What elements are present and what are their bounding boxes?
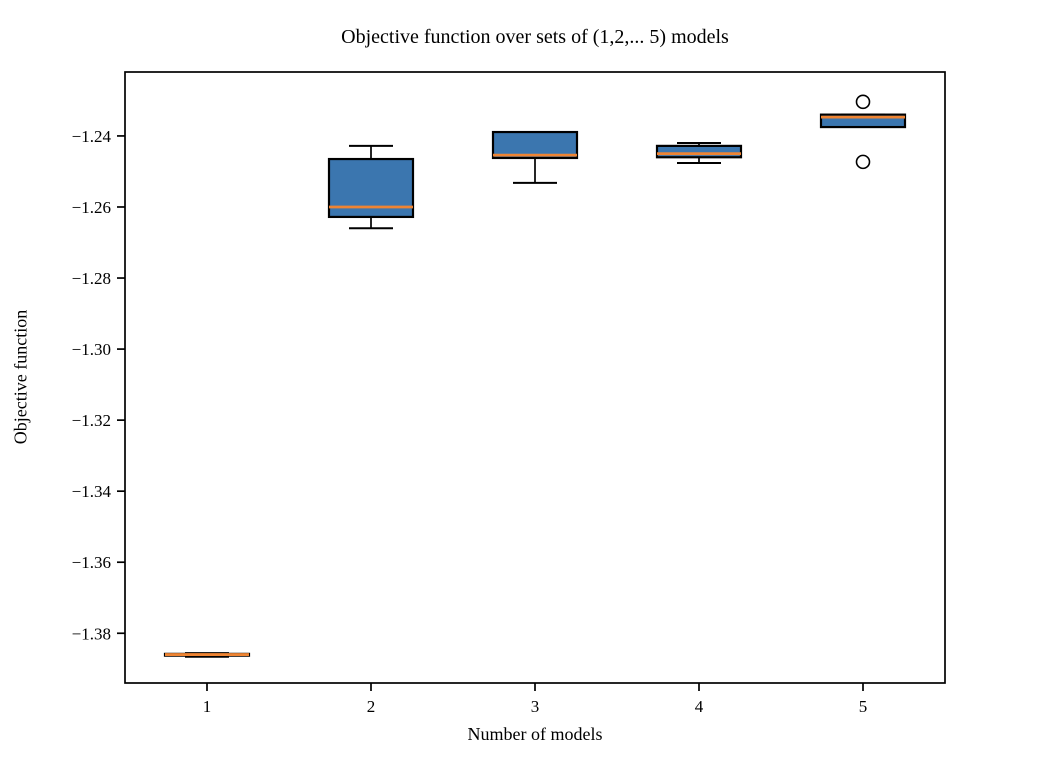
y-tick-label: −1.28 <box>72 269 111 288</box>
flier-point <box>855 94 871 110</box>
y-tick-label: −1.38 <box>72 624 111 643</box>
x-tick-label: 5 <box>859 697 868 716</box>
x-tick-label: 2 <box>367 697 376 716</box>
y-tick-label: −1.32 <box>72 411 111 430</box>
y-tick-label: −1.26 <box>72 198 111 217</box>
y-tick-label: −1.24 <box>72 127 112 146</box>
box-3 <box>491 130 579 160</box>
flier-point <box>855 154 871 170</box>
x-tick-label: 1 <box>203 697 212 716</box>
box-4 <box>655 144 743 159</box>
y-tick-label: −1.34 <box>72 482 112 501</box>
y-tick-label: −1.30 <box>72 340 111 359</box>
y-tick-label: −1.36 <box>72 553 111 572</box>
x-axis-label: Number of models <box>467 724 603 744</box>
x-tick-label: 4 <box>695 697 704 716</box>
x-tick-label: 3 <box>531 697 540 716</box>
chart-title: Objective function over sets of (1,2,...… <box>341 26 729 48</box>
